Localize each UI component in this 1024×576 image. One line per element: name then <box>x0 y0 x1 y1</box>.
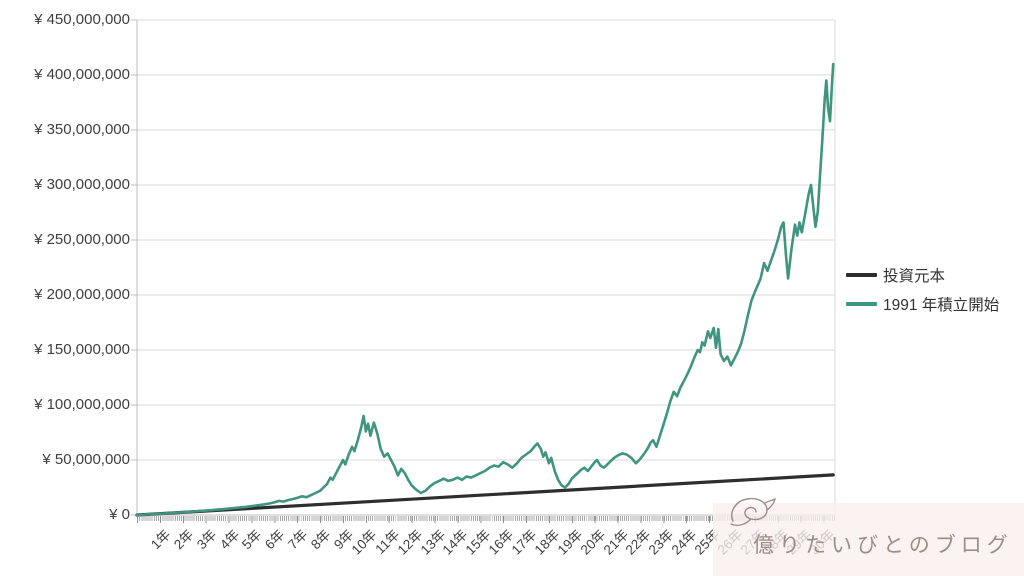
y-axis-tick-label: ¥ 150,000,000 <box>34 341 130 358</box>
y-axis-tick-label: ¥ 200,000,000 <box>34 286 130 303</box>
y-axis-tick-label: ¥ 50,000,000 <box>42 451 130 468</box>
watermark-text: 億りたいびとのブログ <box>753 533 1013 557</box>
y-axis-tick-label: ¥ 350,000,000 <box>34 121 130 138</box>
y-axis-tick-label: ¥ 250,000,000 <box>34 231 130 248</box>
watermark: 億りたいびとのブログ <box>713 497 1024 576</box>
y-axis-tick-label: ¥ 0 <box>109 506 130 523</box>
series-line-principal <box>135 473 835 517</box>
legend-label-1991-start: 1991 年積立開始 <box>883 297 1000 314</box>
legend-swatch-principal <box>846 273 877 277</box>
y-axis-tick-label: ¥ 300,000,000 <box>34 176 130 193</box>
legend-item-1991-start: 1991 年積立開始 <box>846 293 999 315</box>
x-axis-year-ticks <box>137 516 836 523</box>
series-line-value <box>135 62 835 517</box>
y-axis-tick-label: ¥ 450,000,000 <box>34 11 130 28</box>
bird-sketch-icon <box>730 497 777 527</box>
legend: 投資元本 1991 年積立開始 <box>846 264 999 315</box>
legend-item-principal: 投資元本 <box>846 264 999 286</box>
legend-label-principal: 投資元本 <box>883 268 946 285</box>
y-axis-tick-label: ¥ 100,000,000 <box>34 396 130 413</box>
legend-swatch-1991-start <box>846 302 877 306</box>
y-axis-tick-label: ¥ 400,000,000 <box>34 66 130 83</box>
